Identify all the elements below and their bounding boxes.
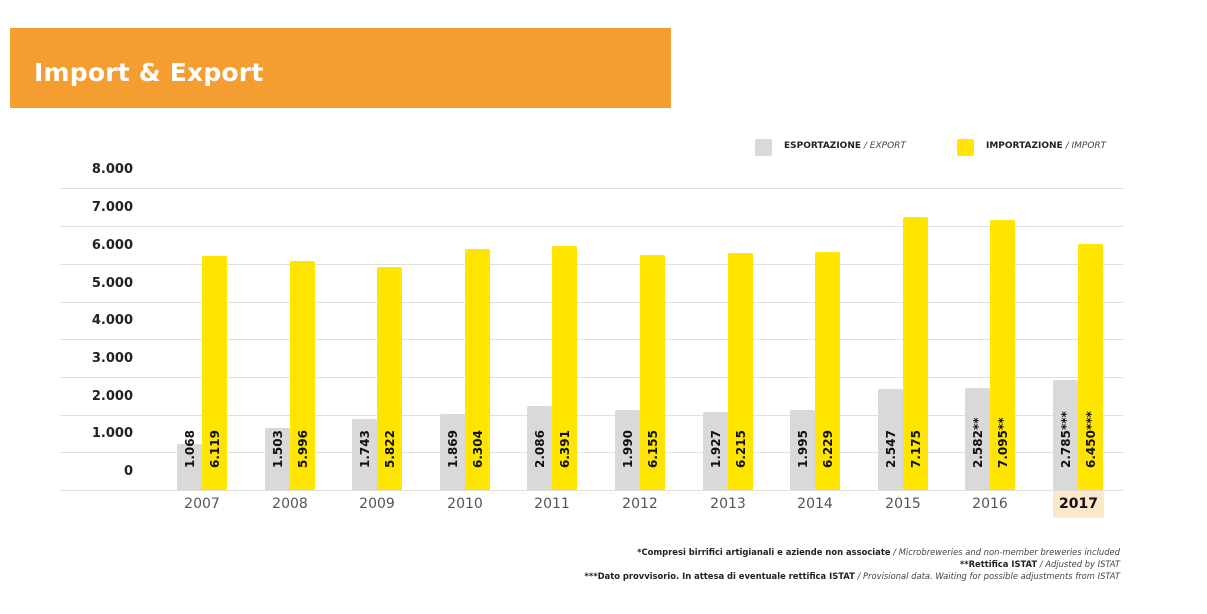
footnote-line: ***Dato provvisorio. In attesa di eventu… <box>584 571 1120 581</box>
y-axis-tick-label: 2.000 <box>91 389 133 404</box>
export-bar: 1.869 <box>440 414 465 490</box>
bar-value-label: 5.996 <box>295 430 310 468</box>
gridline <box>60 415 1123 416</box>
bar-value-label: 5.822 <box>382 430 397 468</box>
x-axis-label: 2009 <box>359 496 395 512</box>
x-axis-label: 2007 <box>184 496 220 512</box>
bar-value-label: 2.547 <box>883 430 898 468</box>
export-bar: 1.068 <box>177 430 202 490</box>
legend-export-label-en: / EXPORT <box>863 141 906 151</box>
x-axis-label-highlighted: 2017 <box>1053 491 1104 518</box>
bar-value-label: 6.450*** <box>1083 411 1098 468</box>
y-axis-tick-label: 5.000 <box>91 276 133 291</box>
export-bar: 1.927 <box>703 412 728 490</box>
export-bar: 1.503 <box>265 428 290 490</box>
bar-value-label: 6.215 <box>733 430 748 468</box>
bar-value-label: 6.229 <box>820 430 835 468</box>
legend-import-label: IMPORTAZIONE <box>986 141 1063 151</box>
export-bar: 2.547 <box>878 389 903 490</box>
y-axis-tick-label: 8.000 <box>91 162 133 177</box>
export-bar: 2.086 <box>527 406 552 490</box>
bar-value-label: 6.119 <box>207 430 222 468</box>
x-axis-label: 2015 <box>885 496 921 512</box>
footnote-line: **Rettifica ISTAT / Adjusted by ISTAT <box>959 559 1120 569</box>
y-axis-tick-label: 6.000 <box>91 238 133 253</box>
footnote-line: *Compresi birrifici artigianali e aziend… <box>637 547 1120 557</box>
y-axis-tick-label: 4.000 <box>91 313 133 328</box>
bar-value-label: 6.391 <box>557 430 572 468</box>
import-bar: 7.095** <box>990 220 1015 490</box>
y-axis-tick-label: 0 <box>123 464 133 479</box>
gridline <box>60 302 1123 303</box>
bar-value-label: 2.086 <box>532 430 547 468</box>
import-bar: 5.822 <box>377 267 402 490</box>
x-axis-label: 2016 <box>972 496 1008 512</box>
bar-value-label: 2.785*** <box>1058 411 1073 468</box>
bar-value-label: 1.995 <box>795 430 810 468</box>
import-bar: 7.175 <box>903 217 928 490</box>
import-swatch-icon <box>957 139 974 156</box>
bar-value-label: 1.990 <box>620 430 635 468</box>
gridline <box>60 264 1123 265</box>
bar-value-label: 1.927 <box>708 430 723 468</box>
gridline <box>60 377 1123 378</box>
export-bar: 2.582** <box>965 388 990 490</box>
gridline <box>60 452 1123 453</box>
bar-value-label: 1.068 <box>182 430 197 468</box>
bar-value-label: 1.503 <box>270 430 285 468</box>
import-bar: 6.304 <box>465 249 490 490</box>
import-bar: 6.119 <box>202 256 227 490</box>
y-axis-tick-label: 3.000 <box>91 351 133 366</box>
bar-value-label: 7.175 <box>908 430 923 468</box>
export-bar: 2.785*** <box>1053 380 1078 490</box>
x-axis-label: 2008 <box>272 496 308 512</box>
footnotes: *Compresi birrifici artigianali e aziend… <box>584 546 1120 582</box>
import-bar: 6.391 <box>552 246 577 490</box>
x-axis-label: 2011 <box>534 496 570 512</box>
gridline <box>60 226 1123 227</box>
bar-value-label: 7.095** <box>995 417 1010 468</box>
bar-value-label: 2.582** <box>970 417 985 468</box>
import-bar: 6.215 <box>728 253 753 490</box>
y-axis-tick-label: 7.000 <box>91 200 133 215</box>
export-swatch-icon <box>755 139 772 156</box>
page-title: Import & Export <box>34 58 264 87</box>
import-bar: 6.450*** <box>1078 244 1103 490</box>
gridline <box>60 490 1123 491</box>
export-bar: 1.995 <box>790 410 815 490</box>
bar-value-label: 6.304 <box>470 430 485 468</box>
x-axis-label: 2010 <box>447 496 483 512</box>
legend-export-label: ESPORTAZIONE <box>784 141 862 151</box>
gridline <box>60 339 1123 340</box>
import-bar: 5.996 <box>290 261 315 490</box>
bar-value-label: 1.743 <box>357 430 372 468</box>
legend-import-label-en: / IMPORT <box>1065 141 1107 151</box>
x-axis-label: 2014 <box>797 496 833 512</box>
import-bar: 6.155 <box>640 255 665 490</box>
x-axis-label: 2013 <box>710 496 746 512</box>
bar-value-label: 6.155 <box>645 430 660 468</box>
import-bar: 6.229 <box>815 252 840 490</box>
export-bar: 1.990 <box>615 410 640 490</box>
bar-value-label: 1.869 <box>445 430 460 468</box>
x-axis-label: 2012 <box>622 496 658 512</box>
export-bar: 1.743 <box>352 419 377 490</box>
title-banner: Import & Export <box>10 28 671 108</box>
y-axis-tick-label: 1.000 <box>91 426 133 441</box>
gridline <box>60 188 1123 189</box>
